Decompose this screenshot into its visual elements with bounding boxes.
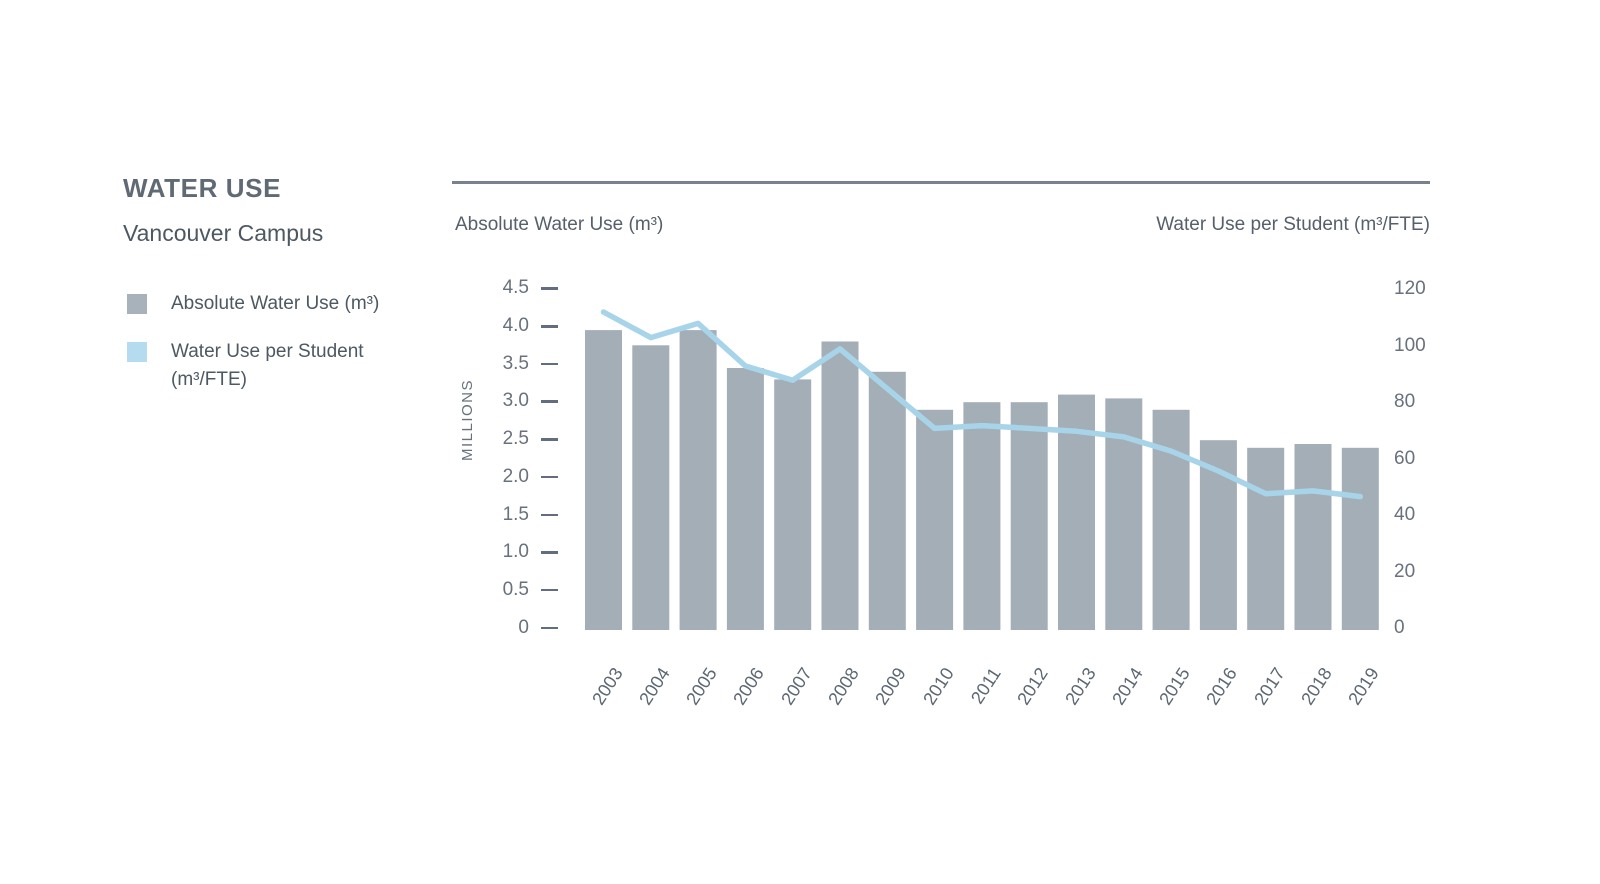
- right-axis-title: Water Use per Student (m³/FTE): [1156, 214, 1430, 235]
- bar-2003: [585, 330, 622, 630]
- left-tick-label-0.5: 0.5: [502, 578, 529, 600]
- left-tick-dash-1.5: [541, 513, 558, 516]
- left-tick-dash-4.0: [541, 325, 558, 328]
- bar-2011: [963, 402, 1001, 630]
- left-tick-label-4.0: 4.0: [502, 315, 529, 336]
- x-tick-label-2005: 2005: [682, 664, 721, 709]
- left-tick-label-3.0: 3.0: [502, 390, 529, 412]
- left-tick-dash-3.5: [541, 362, 558, 366]
- right-tick-label-20: 20: [1394, 560, 1416, 582]
- combo-chart-canvas: [558, 285, 1398, 635]
- bar-2017: [1247, 447, 1285, 630]
- left-tick-label-2.0: 2.0: [502, 465, 529, 487]
- bar-2012: [1010, 402, 1048, 630]
- bar-2007: [774, 379, 812, 630]
- x-tick-label-2003: 2003: [587, 664, 627, 709]
- x-tick-label-2007: 2007: [776, 664, 816, 709]
- x-tick-label-2019: 2019: [1344, 664, 1384, 709]
- left-tick-dash-3.0: [541, 400, 558, 403]
- x-tick-label-2013: 2013: [1060, 664, 1100, 709]
- bar-2018: [1294, 444, 1332, 630]
- chart-plot-area: [585, 309, 1379, 630]
- chart-top-rule: [452, 181, 1430, 184]
- left-tick-label-3.5: 3.5: [502, 352, 529, 374]
- right-tick-label-100: 100: [1394, 334, 1426, 356]
- x-tick-label-2011: 2011: [966, 664, 1005, 708]
- legend-item-absolute-water-use: Absolute Water Use (m³): [127, 293, 386, 318]
- left-tick-dash-4.5: [541, 287, 558, 290]
- right-tick-label-80: 80: [1394, 391, 1416, 413]
- bar-2015: [1152, 409, 1190, 630]
- page-title: WATER USE: [123, 173, 282, 203]
- left-tick-label-2.5: 2.5: [502, 428, 529, 450]
- x-tick-label-2018: 2018: [1297, 664, 1336, 709]
- x-tick-label-2017: 2017: [1249, 664, 1289, 709]
- legend-label-water-use-per-student: Water Use per Student (m³/FTE): [171, 341, 364, 390]
- left-tick-label-0: 0: [518, 616, 529, 638]
- bar-2009: [868, 371, 906, 630]
- x-tick-label-2006: 2006: [729, 664, 769, 709]
- left-axis-title: Absolute Water Use (m³): [455, 214, 664, 235]
- left-tick-label-4.5: 4.5: [502, 277, 529, 299]
- bar-2010: [916, 409, 954, 630]
- x-tick-label-2014: 2014: [1107, 664, 1147, 709]
- right-tick-label-0: 0: [1394, 617, 1405, 639]
- x-tick-label-2010: 2010: [918, 664, 958, 709]
- x-tick-label-2004: 2004: [634, 664, 674, 709]
- bar-2019: [1341, 447, 1379, 630]
- legend-swatch-water-use-per-student: [127, 342, 147, 362]
- legend-label-absolute-water-use: Absolute Water Use (m³): [171, 293, 380, 314]
- x-tick-label-2015: 2015: [1155, 664, 1194, 709]
- left-tick-dash-2.0: [541, 475, 558, 479]
- bar-2004: [632, 345, 670, 630]
- x-tick-label-2008: 2008: [824, 664, 863, 709]
- right-tick-label-40: 40: [1394, 504, 1416, 526]
- left-tick-dash-0: [541, 626, 558, 630]
- left-tick-label-1.0: 1.0: [502, 541, 529, 563]
- left-tick-dash-2.5: [541, 438, 558, 441]
- left-tick-label-1.5: 1.5: [502, 503, 529, 525]
- legend-item-water-use-per-student: Water Use per Student (m³/FTE): [127, 341, 386, 394]
- bar-2006: [726, 368, 764, 630]
- page-subtitle: Vancouver Campus: [123, 220, 324, 246]
- legend-swatch-absolute-water-use: [127, 294, 147, 314]
- left-tick-dash-1.0: [541, 551, 558, 554]
- right-tick-label-120: 120: [1394, 278, 1426, 300]
- bar-2005: [679, 330, 717, 630]
- right-tick-label-60: 60: [1394, 447, 1416, 469]
- x-tick-label-2016: 2016: [1202, 664, 1242, 709]
- left-tick-dash-0.5: [541, 588, 558, 592]
- x-tick-label-2012: 2012: [1013, 664, 1052, 709]
- line-water-use-per-student: [600, 309, 1364, 500]
- x-tick-label-2009: 2009: [871, 664, 911, 709]
- bar-2008: [821, 341, 859, 630]
